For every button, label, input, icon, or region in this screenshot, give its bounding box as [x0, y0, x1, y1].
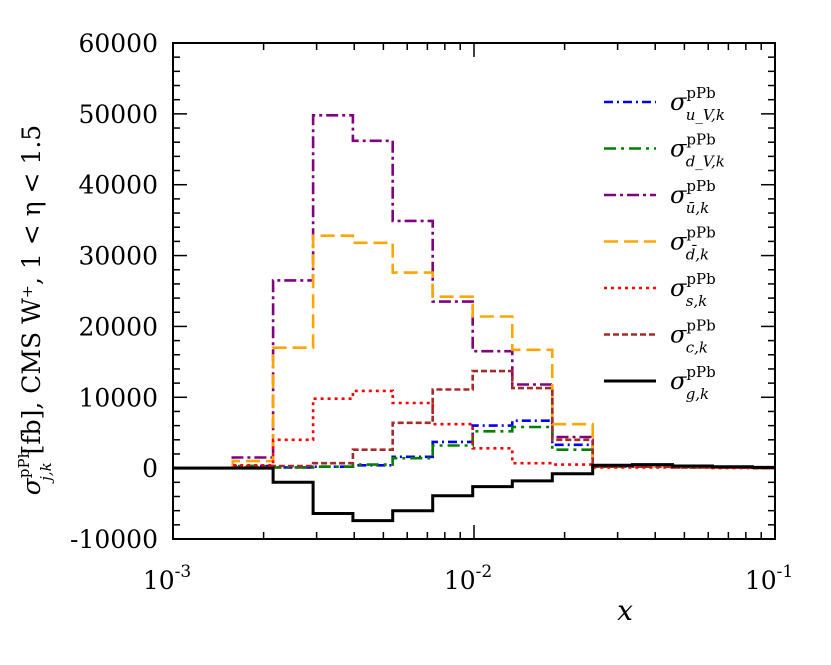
legend-label-g: σpPb g,k [670, 363, 716, 403]
series-line-dbar [173, 234, 775, 470]
y-tick-label: 40000 [78, 171, 158, 200]
y-tick-label: 10000 [78, 383, 158, 412]
x-tick-label: 10-2 [444, 562, 492, 595]
legend-label-dbar: σpPb d̄,k [670, 224, 716, 264]
y-tick-label: 30000 [78, 242, 158, 271]
y-tick-label: 60000 [78, 29, 158, 58]
x-axis-label: x [617, 594, 633, 627]
legend-label-c: σpPb c,k [670, 317, 716, 357]
legend: σpPb u_V,k σpPb d_V,k σpPb ū,k σpPb d̄,k σpPb s,k… [604, 84, 725, 403]
y-tick-label: 20000 [78, 312, 158, 341]
y-tick-label: -10000 [70, 525, 158, 554]
legend-label-s: σpPb s,k [670, 270, 716, 310]
legend-label-u_V: σpPb u_V,k [670, 84, 725, 124]
x-tick-label: 10-3 [143, 562, 191, 595]
legend-label-ubar: σpPb ū,k [670, 177, 716, 217]
legend-label-d_V: σpPb d_V,k [670, 131, 725, 171]
ticks-layer [172, 42, 776, 540]
series-line-g [173, 463, 775, 523]
x-tick-label: 10-1 [745, 562, 793, 595]
y-tick-label: 50000 [78, 100, 158, 129]
series-layer [173, 114, 775, 523]
y-axis-label: σpPb j,k [fb], CMS W⁺, 1 < η < 1.5 [15, 125, 55, 495]
y-tick-labels: 60000 50000 40000 30000 20000 10000 0 -10000 [70, 29, 158, 554]
series-line-c [173, 369, 775, 470]
y-tick-label: 0 [142, 454, 158, 483]
x-tick-labels: 10-3 10-2 10-1 [143, 562, 793, 595]
